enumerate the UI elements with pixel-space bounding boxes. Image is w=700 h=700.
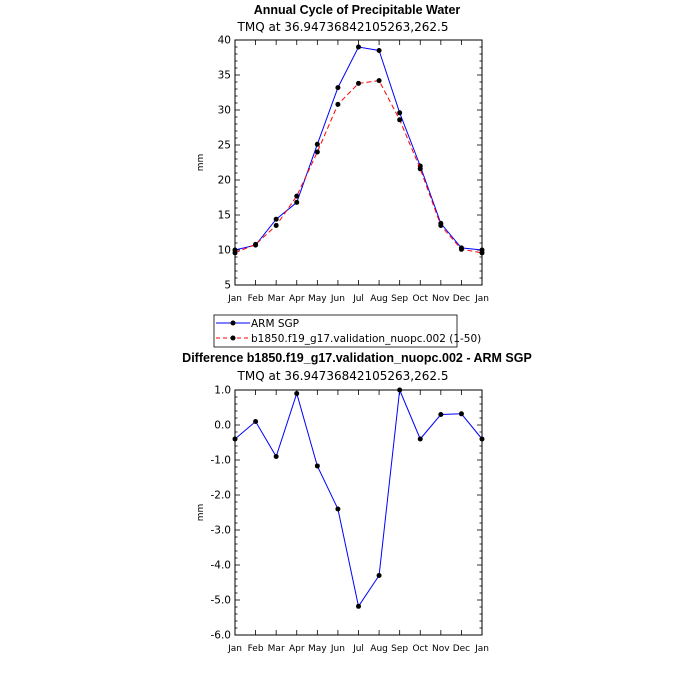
chart1-y-axis-label: mm [196,154,206,172]
chart2-ytick-label: -5.0 [211,595,232,607]
chart2-xtick-label-jul: Jul [352,644,364,654]
chart1-point-b1850-f19-g17-validation-nuopc-002-1-50-jan-12 [479,250,485,256]
chart1-legend: ARM SGP b1850.f19_g17.validation_nuopc.0… [213,314,481,348]
chart1-xtick-label-sep: Sep [391,294,408,304]
chart1-point-arm-sgp-mar-2 [273,216,279,222]
chart1-ytick-label: 25 [218,140,231,152]
chart2-point-series-1-jun-5 [335,506,341,512]
chart1-point-arm-sgp-apr-3 [294,199,300,205]
chart2-point-series-1-mar-2 [273,454,279,459]
chart1-point-b1850-f19-g17-validation-nuopc-002-1-50-jul-6 [356,80,361,86]
chart1-point-arm-sgp-may-4 [314,141,320,147]
chart1-xtick-label-feb: Feb [248,294,264,304]
chart2-xtick-label-apr: Apr [289,644,305,654]
chart1-ytick-label: 35 [218,70,231,82]
chart1-plot-frame [234,39,483,286]
chart1-ytick-label: 20 [218,175,231,187]
chart2-y-axis-label: mm [196,504,206,522]
chart1-line-b1850-f19-g17-validation-nuopc-002-1-50 [234,80,483,254]
chart1-point-b1850-f19-g17-validation-nuopc-002-1-50-nov-10 [438,223,444,228]
chart2-xtick-label-may: May [308,644,327,654]
chart1-point-b1850-f19-g17-validation-nuopc-002-1-50-oct-9 [417,166,423,172]
chart1-point-b1850-f19-g17-validation-nuopc-002-1-50-may-4 [314,149,320,155]
chart2-point-series-1-feb-1 [253,419,259,424]
chart2-ytick-label: -3.0 [211,525,232,537]
chart2-xtick-label-aug: Aug [370,644,388,654]
chart2-xtick-label-feb: Feb [248,644,264,654]
chart1-xtick-label-nov: Nov [432,294,450,304]
chart2-xtick-label-jan: Jan [474,644,489,654]
chart1-xtick-label-jan: Jan [227,294,242,304]
chart2-ytick-label: 0.0 [214,420,231,432]
chart1-ytick-label: 40 [218,35,231,47]
chart1-xtick-label-oct: Oct [412,294,428,304]
chart2-point-series-1-apr-3 [294,391,300,396]
chart1-title: Annual Cycle of Precipitable Water [254,3,461,17]
chart1-subtitle: TMQ at 36.94736842105263,262.5 [237,20,449,34]
chart1-point-b1850-f19-g17-validation-nuopc-002-1-50-dec-11 [458,246,464,252]
chart2-ytick-label: 1.0 [214,385,231,397]
chart2-ytick-label: -4.0 [211,560,232,572]
chart2-xtick-label-sep: Sep [391,644,408,654]
chart1-xtick-label-dec: Dec [453,294,470,304]
chart2-plot: -6.0 -5.0 -4.0 -3.0 -2.0 -1.0 0.0 1.0 Jan Feb Mar A… [196,385,489,655]
chart1-line-arm-sgp [234,46,483,251]
chart1-plot: 5 10 15 20 25 30 35 40 Jan Feb Mar Apr May Jun Jul Aug S… [196,35,489,305]
chart2-ytick-label: -6.0 [211,630,232,642]
chart1-ytick-label: 30 [218,105,231,117]
chart2-subtitle: TMQ at 36.94736842105263,262.5 [237,369,449,383]
chart1-point-b1850-f19-g17-validation-nuopc-002-1-50-jan-0 [232,250,238,256]
chart2-point-series-1-jan-0 [232,436,238,442]
legend-marker-arm-sgp [230,320,236,326]
chart1-ytick-label: 10 [218,245,231,257]
chart2-xtick-label-oct: Oct [412,644,428,654]
legend-box [213,314,458,348]
chart2-xtick-label-jan: Jan [227,644,242,654]
chart2-point-series-1-aug-7 [376,573,382,578]
legend-label-arm-sgp: ARM SGP [251,318,299,330]
chart2-xtick-label-nov: Nov [432,644,450,654]
chart1-xtick-label-jun: Jun [330,294,345,304]
chart1-xtick-label-jul: Jul [352,294,364,304]
chart2-point-series-1-dec-11 [458,411,464,417]
chart1-xtick-label-aug: Aug [370,294,388,304]
chart1-ytick-label: 15 [218,210,231,222]
chart2-point-series-1-sep-8 [397,387,403,393]
legend-marker-model [230,335,236,341]
chart1-point-b1850-f19-g17-validation-nuopc-002-1-50-feb-1 [253,241,259,247]
chart2-ytick-label: -1.0 [211,455,232,467]
chart2-point-series-1-nov-10 [438,412,444,417]
chart2-point-series-1-oct-9 [417,436,423,442]
chart1-point-arm-sgp-jun-5 [335,85,341,91]
chart2-point-series-1-jan-12 [479,436,485,442]
chart1-point-b1850-f19-g17-validation-nuopc-002-1-50-sep-8 [397,117,403,123]
chart1-ytick-label: 5 [224,280,231,292]
chart2-point-series-1-may-4 [314,463,320,469]
chart2-xtick-label-jun: Jun [330,644,345,654]
chart1-point-b1850-f19-g17-validation-nuopc-002-1-50-aug-7 [376,78,382,84]
chart2-point-series-1-jul-6 [356,603,361,609]
chart1-point-b1850-f19-g17-validation-nuopc-002-1-50-apr-3 [294,193,300,199]
chart1-point-arm-sgp-jul-6 [356,44,361,50]
chart1-point-arm-sgp-sep-8 [397,110,403,116]
legend-label-model: b1850.f19_g17.validation_nuopc.002 (1-50… [251,333,481,345]
chart2-title: Difference b1850.f19_g17.validation_nuop… [182,351,532,365]
chart2-xtick-label-mar: Mar [268,644,285,654]
chart1-xtick-label-may: May [308,294,327,304]
chart2-plot-frame [234,389,483,636]
chart1-xtick-label-apr: Apr [289,294,305,304]
chart2-xtick-label-dec: Dec [453,644,470,654]
chart1-xtick-label-mar: Mar [268,294,285,304]
chart2-line-series-1 [234,388,483,608]
chart2-ytick-label: -2.0 [211,490,232,502]
chart1-point-b1850-f19-g17-validation-nuopc-002-1-50-mar-2 [273,223,279,228]
chart1-point-b1850-f19-g17-validation-nuopc-002-1-50-jun-5 [335,101,341,107]
chart1-point-arm-sgp-aug-7 [376,48,382,53]
chart1-xtick-label-jan: Jan [474,294,489,304]
